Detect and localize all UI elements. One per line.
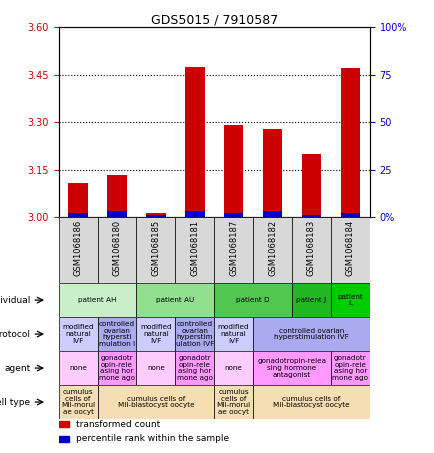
Bar bbox=[59, 421, 69, 428]
Text: controlled ovarian
hyperstimulation IVF: controlled ovarian hyperstimulation IVF bbox=[273, 328, 348, 341]
Text: GSM1068180: GSM1068180 bbox=[112, 219, 121, 275]
Bar bbox=[175, 351, 214, 385]
Text: cumulus cells of
MII-blastocyst oocyte: cumulus cells of MII-blastocyst oocyte bbox=[117, 395, 194, 409]
Bar bbox=[291, 283, 330, 317]
Bar bbox=[184, 67, 204, 217]
Text: modified
natural
IVF: modified natural IVF bbox=[62, 324, 94, 344]
Text: gonadotr
opin-rele
asing hor
mone ago: gonadotr opin-rele asing hor mone ago bbox=[332, 355, 368, 381]
Bar bbox=[68, 213, 88, 217]
Bar bbox=[340, 213, 359, 217]
Text: patient AU: patient AU bbox=[156, 297, 194, 303]
Bar bbox=[253, 351, 330, 385]
Text: cumulus cells of
MII-blastocyst oocyte: cumulus cells of MII-blastocyst oocyte bbox=[273, 395, 349, 409]
Bar bbox=[175, 317, 214, 351]
Text: patient J: patient J bbox=[296, 297, 326, 303]
Text: GSM1068182: GSM1068182 bbox=[267, 219, 276, 275]
Bar bbox=[136, 283, 214, 317]
Bar bbox=[59, 217, 97, 283]
Bar bbox=[136, 317, 175, 351]
Text: GSM1068186: GSM1068186 bbox=[73, 219, 82, 276]
Bar bbox=[146, 215, 165, 217]
Text: gonadotropin-relea
sing hormone
antagonist: gonadotropin-relea sing hormone antagoni… bbox=[257, 358, 326, 378]
Bar bbox=[340, 68, 359, 217]
Bar bbox=[68, 183, 88, 217]
Bar bbox=[107, 211, 126, 217]
Text: patient D: patient D bbox=[236, 297, 270, 303]
Bar bbox=[107, 175, 126, 217]
Text: controlled
ovarian
hyperstim
ulation IVF: controlled ovarian hyperstim ulation IVF bbox=[175, 321, 214, 347]
Text: patient
L: patient L bbox=[337, 294, 362, 307]
Bar bbox=[59, 317, 97, 351]
Text: none: none bbox=[69, 365, 87, 371]
Text: cell type: cell type bbox=[0, 398, 30, 406]
Bar bbox=[262, 129, 282, 217]
Text: gonadotr
opin-rele
asing hor
mone ago: gonadotr opin-rele asing hor mone ago bbox=[99, 355, 135, 381]
Bar bbox=[136, 351, 175, 385]
Text: protocol: protocol bbox=[0, 330, 30, 338]
Bar bbox=[224, 125, 243, 217]
Bar bbox=[224, 213, 243, 217]
Text: percentile rank within the sample: percentile rank within the sample bbox=[76, 434, 228, 443]
Bar bbox=[330, 351, 369, 385]
Bar bbox=[184, 211, 204, 217]
Bar bbox=[301, 154, 320, 217]
Bar bbox=[330, 283, 369, 317]
Text: cumulus
cells of
MII-morul
ae oocyt: cumulus cells of MII-morul ae oocyt bbox=[61, 389, 95, 415]
Text: GSM1068187: GSM1068187 bbox=[229, 219, 238, 276]
Bar bbox=[214, 283, 291, 317]
Bar bbox=[214, 351, 253, 385]
Text: modified
natural
IVF: modified natural IVF bbox=[217, 324, 249, 344]
Bar bbox=[253, 217, 291, 283]
Bar bbox=[214, 217, 253, 283]
Text: none: none bbox=[147, 365, 164, 371]
Text: modified
natural
IVF: modified natural IVF bbox=[140, 324, 171, 344]
Text: controlled
ovarian
hypersti
mulation I: controlled ovarian hypersti mulation I bbox=[99, 321, 135, 347]
Bar bbox=[214, 317, 253, 351]
Bar bbox=[59, 385, 97, 419]
Text: patient AH: patient AH bbox=[78, 297, 117, 303]
Bar bbox=[97, 385, 214, 419]
Bar bbox=[97, 217, 136, 283]
Text: cumulus
cells of
MII-morul
ae oocyt: cumulus cells of MII-morul ae oocyt bbox=[216, 389, 250, 415]
Bar bbox=[253, 317, 369, 351]
Bar bbox=[146, 213, 165, 217]
Bar bbox=[97, 351, 136, 385]
Bar bbox=[97, 317, 136, 351]
Bar bbox=[136, 217, 175, 283]
Bar bbox=[59, 436, 69, 442]
Text: GSM1068184: GSM1068184 bbox=[345, 219, 354, 275]
Bar bbox=[214, 385, 253, 419]
Bar bbox=[253, 385, 369, 419]
Text: GSM1068181: GSM1068181 bbox=[190, 219, 199, 275]
Bar bbox=[262, 211, 282, 217]
Text: GSM1068183: GSM1068183 bbox=[306, 219, 315, 276]
Bar bbox=[59, 283, 136, 317]
Text: none: none bbox=[224, 365, 242, 371]
Text: gonadotr
opin-rele
asing hor
mone ago: gonadotr opin-rele asing hor mone ago bbox=[176, 355, 212, 381]
Text: individual: individual bbox=[0, 296, 30, 304]
Text: GSM1068185: GSM1068185 bbox=[151, 219, 160, 275]
Text: agent: agent bbox=[4, 364, 30, 372]
Bar bbox=[330, 217, 369, 283]
Title: GDS5015 / 7910587: GDS5015 / 7910587 bbox=[150, 13, 277, 26]
Text: transformed count: transformed count bbox=[76, 420, 160, 429]
Bar bbox=[175, 217, 214, 283]
Bar bbox=[301, 215, 320, 217]
Bar bbox=[291, 217, 330, 283]
Bar bbox=[59, 351, 97, 385]
